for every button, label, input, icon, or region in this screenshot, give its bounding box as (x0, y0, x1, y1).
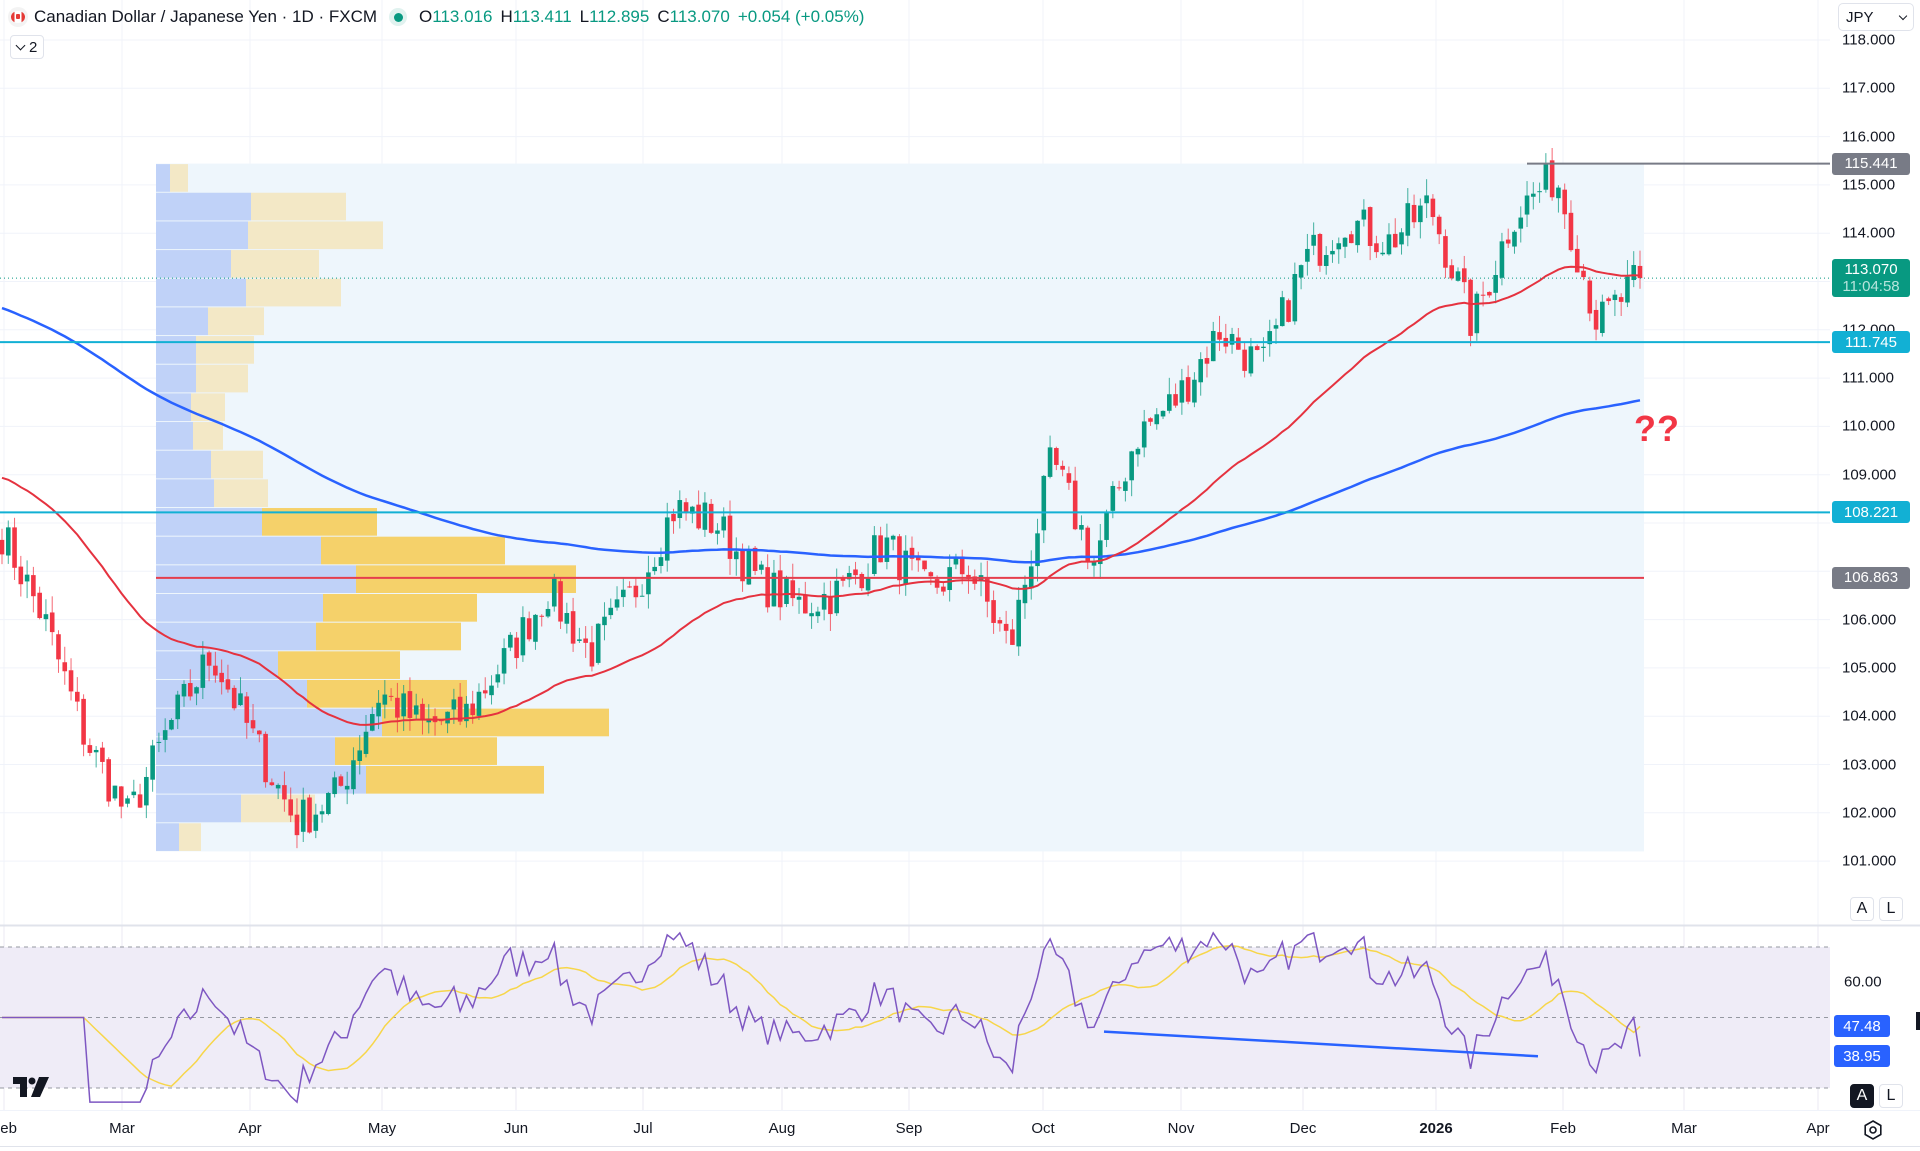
chevron-down-icon (1898, 11, 1908, 20)
settings-gear-icon[interactable] (1862, 1119, 1884, 1141)
ohlc-high-key: H (500, 7, 513, 26)
question-annotation[interactable]: ?? (1634, 408, 1680, 449)
auto-scale-button[interactable]: A (1850, 897, 1874, 921)
chevron-down-icon (15, 40, 26, 50)
price-tick: 117.000 (1842, 79, 1896, 97)
time-label: Mar (109, 1120, 135, 1137)
price-tick: 116.000 (1842, 128, 1896, 146)
ema-50-line (1, 265, 1641, 726)
rsi-divergence-line[interactable] (1103, 1030, 1539, 1058)
rsi-log-scale-button[interactable]: L (1879, 1084, 1903, 1108)
candles (0, 148, 1643, 849)
rsi-line (2, 931, 1641, 1104)
currency-value: JPY (1846, 8, 1874, 26)
price-label-poc: 106.863 (1832, 566, 1910, 589)
tradingview-logo-icon[interactable] (13, 1077, 51, 1097)
price-tick: 104.000 (1842, 707, 1897, 725)
canada-flag-icon (8, 7, 28, 27)
time-label: Apr (238, 1120, 262, 1137)
log-scale-button[interactable]: L (1879, 897, 1903, 921)
price-tick: 115.000 (1842, 176, 1896, 194)
price-tick: 105.000 (1842, 659, 1897, 677)
pane-resize-handle[interactable] (1916, 1012, 1920, 1030)
ohlc-close-key: C (657, 7, 670, 26)
bar-countdown: 11:04:58 (1842, 278, 1900, 296)
price-tick: 118.000 (1842, 31, 1896, 49)
ohlc-open-value: 113.016 (432, 7, 493, 26)
time-label: Aug (768, 1120, 796, 1137)
rsi-auto-scale-button[interactable]: A (1850, 1084, 1874, 1108)
time-label: 2026 (1419, 1120, 1453, 1137)
price-label-support: 108.221 (1832, 501, 1910, 524)
indicators-collapse-button[interactable]: 2 (10, 35, 45, 59)
rsi-pane (0, 931, 1920, 1111)
market-status-dot-icon (389, 8, 408, 26)
time-label: Feb (1550, 1120, 1576, 1137)
symbol-header: Canadian Dollar / Japanese Yen · 1D · FX… (8, 4, 864, 30)
price-tick: 106.000 (1842, 611, 1897, 629)
price-label-last: 113.070 11:04:58 (1832, 259, 1910, 298)
rsi-ma-line (2, 944, 1641, 1088)
last-price-value: 113.070 (1844, 261, 1898, 279)
price-tick: 111.000 (1842, 369, 1894, 387)
indicator-count: 2 (29, 38, 38, 56)
horizontal-levels (0, 162, 1830, 579)
ohlc-low-key: L (579, 7, 590, 26)
currency-selector[interactable]: JPY (1838, 3, 1914, 31)
volume-profile (156, 164, 609, 851)
time-label: Jun (503, 1120, 529, 1137)
price-tick: 114.000 (1842, 224, 1896, 242)
time-label: Apr (1806, 1120, 1830, 1137)
time-label: May (367, 1120, 397, 1137)
time-label: Dec (1289, 1120, 1317, 1137)
time-label: Nov (1167, 1120, 1195, 1137)
price-label-support: 111.745 (1832, 331, 1910, 354)
price-tick: 109.000 (1842, 466, 1897, 484)
time-label: Feb (0, 1120, 17, 1137)
rsi-value-label: 38.95 (1834, 1045, 1890, 1068)
price-tick: 101.000 (1842, 852, 1897, 870)
ohlc-values: O113.016 H113.411 L112.895 C113.070 +0.0… (419, 7, 864, 27)
ohlc-close-value: 113.070 (669, 7, 730, 26)
ohlc-open-key: O (419, 7, 433, 26)
ohlc-change: +0.054 (+0.05%) (737, 7, 865, 26)
time-label: Jul (633, 1120, 653, 1137)
time-label: Mar (1671, 1120, 1697, 1137)
price-tick: 110.000 (1842, 417, 1896, 435)
time-label: Oct (1031, 1120, 1055, 1137)
bottom-divider (0, 1146, 1920, 1147)
ema-200-line (1, 306, 1641, 564)
rsi-tick: 60.00 (1844, 973, 1882, 991)
price-label-resistance: 115.441 (1832, 152, 1910, 175)
price-tick: 102.000 (1842, 804, 1897, 822)
ohlc-low-value: 112.895 (589, 7, 650, 26)
price-tick: 103.000 (1842, 756, 1897, 773)
time-label: Sep (895, 1120, 923, 1137)
symbol-title[interactable]: Canadian Dollar / Japanese Yen · 1D · FX… (34, 7, 378, 26)
ohlc-high-value: 113.411 (512, 7, 572, 26)
rsi-value-label: 47.48 (1834, 1015, 1890, 1038)
